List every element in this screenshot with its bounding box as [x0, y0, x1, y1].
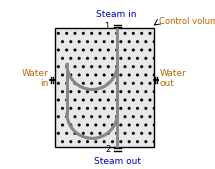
Text: Water
out: Water out — [160, 69, 186, 88]
Text: Control volume: Control volume — [159, 17, 215, 26]
Text: 1: 1 — [104, 22, 109, 31]
Bar — [54, 28, 154, 147]
Text: Steam out: Steam out — [94, 156, 141, 166]
Text: Water
in: Water in — [22, 69, 49, 88]
Text: Steam in: Steam in — [95, 10, 136, 19]
Text: 2: 2 — [105, 145, 111, 154]
